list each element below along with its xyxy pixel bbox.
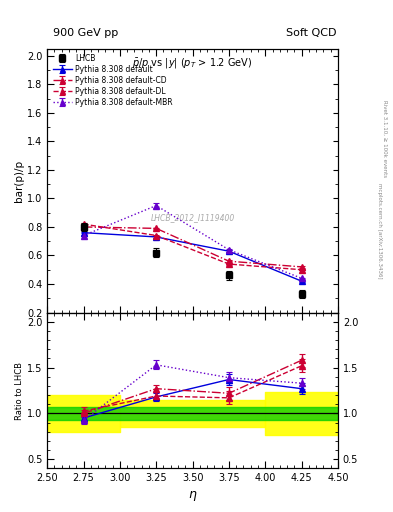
- Text: mcplots.cern.ch [arXiv:1306.3436]: mcplots.cern.ch [arXiv:1306.3436]: [377, 183, 382, 278]
- X-axis label: $\eta$: $\eta$: [188, 489, 197, 503]
- Legend: LHCB, Pythia 8.308 default, Pythia 8.308 default-CD, Pythia 8.308 default-DL, Py: LHCB, Pythia 8.308 default, Pythia 8.308…: [51, 52, 174, 108]
- Text: Soft QCD: Soft QCD: [286, 28, 336, 38]
- Text: 900 GeV pp: 900 GeV pp: [53, 28, 118, 38]
- Text: LHCB_2012_I1119400: LHCB_2012_I1119400: [151, 213, 235, 222]
- Text: Rivet 3.1.10, ≥ 100k events: Rivet 3.1.10, ≥ 100k events: [382, 100, 387, 177]
- Y-axis label: bar(p)/p: bar(p)/p: [14, 160, 24, 202]
- Text: $\bar{p}/p$ vs $|y|$ ($p_T$ > 1.2 GeV): $\bar{p}/p$ vs $|y|$ ($p_T$ > 1.2 GeV): [132, 56, 253, 71]
- Y-axis label: Ratio to LHCB: Ratio to LHCB: [15, 361, 24, 419]
